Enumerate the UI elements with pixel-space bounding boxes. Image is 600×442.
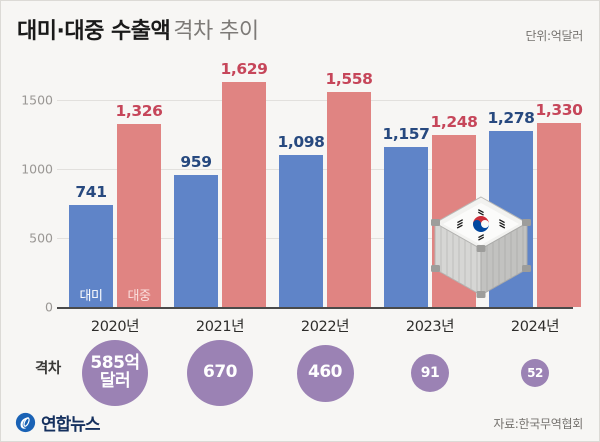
bar-value-label: 1,326	[115, 102, 163, 120]
yonhap-logo-text: 연합뉴스	[41, 415, 101, 435]
x-axis-label: 2021년	[195, 319, 245, 335]
x-axis-label: 2024년	[510, 319, 560, 335]
y-axis-tick: 1500	[21, 92, 53, 108]
gap-circle-2024년[interactable]: 52	[521, 359, 549, 387]
x-axis-line	[57, 307, 573, 309]
y-axis-tick: 500	[29, 230, 53, 246]
page-title: 대미·대중 수출액 격차 추이	[17, 13, 259, 45]
gap-circle-value: 460	[308, 362, 343, 383]
gap-circle-value: 670	[203, 362, 238, 383]
gap-circle-2021년[interactable]: 670	[187, 340, 253, 406]
bar-value-label: 1,157	[382, 125, 430, 144]
title-sub: 격차 추이	[173, 19, 259, 44]
x-axis-label: 2023년	[405, 319, 455, 335]
gap-circle-2020년[interactable]: 585억 달러	[82, 340, 148, 406]
gridline	[57, 100, 573, 101]
legend-대중: 대중	[127, 289, 151, 304]
bar-value-label: 1,558	[325, 69, 373, 88]
bar-대중-2021년[interactable]	[222, 82, 266, 307]
bar-대미-2020년[interactable]	[69, 204, 113, 307]
bar-value-label: 959	[180, 152, 212, 171]
yonhap-swirl-icon	[15, 412, 36, 433]
x-axis-label: 2022년	[300, 319, 350, 335]
gap-circle-2022년[interactable]: 460	[296, 344, 354, 402]
x-axis-label: 2020년	[90, 319, 140, 335]
bar-value-label: 1,248	[430, 112, 478, 131]
unit-label: 단위:억달러	[525, 29, 584, 43]
bar-대중-2024년[interactable]	[537, 123, 581, 307]
gap-circle-2023년[interactable]: 91	[411, 354, 449, 392]
bar-value-label: 741	[75, 182, 107, 201]
title-main: 대미·대중 수출액	[17, 19, 171, 44]
y-axis-tick: 0	[45, 299, 53, 315]
bar-value-label: 1,278	[487, 108, 535, 127]
bar-대미-2023년[interactable]	[384, 147, 428, 307]
bar-value-label: 1,330	[535, 101, 583, 120]
gap-circle-value: 585억 달러	[90, 353, 140, 391]
gap-row-label: 격차	[35, 361, 61, 377]
bar-대중-2022년[interactable]	[327, 92, 371, 307]
bar-대중-2020년[interactable]	[117, 124, 161, 307]
source-label: 자료:한국무역협회	[493, 417, 583, 431]
yonhap-logo: 연합뉴스	[15, 410, 101, 435]
legend-대미: 대미	[79, 289, 103, 304]
bar-대미-2022년[interactable]	[279, 155, 323, 307]
gap-circle-value: 52	[527, 365, 543, 380]
bar-대미-2021년[interactable]	[174, 174, 218, 307]
korea-flag-shipping-container-icon	[431, 196, 531, 298]
bar-value-label: 1,629	[220, 60, 268, 79]
y-axis-tick: 1000	[21, 161, 53, 177]
bar-value-label: 1,098	[277, 133, 325, 152]
gap-circle-value: 91	[420, 364, 440, 381]
